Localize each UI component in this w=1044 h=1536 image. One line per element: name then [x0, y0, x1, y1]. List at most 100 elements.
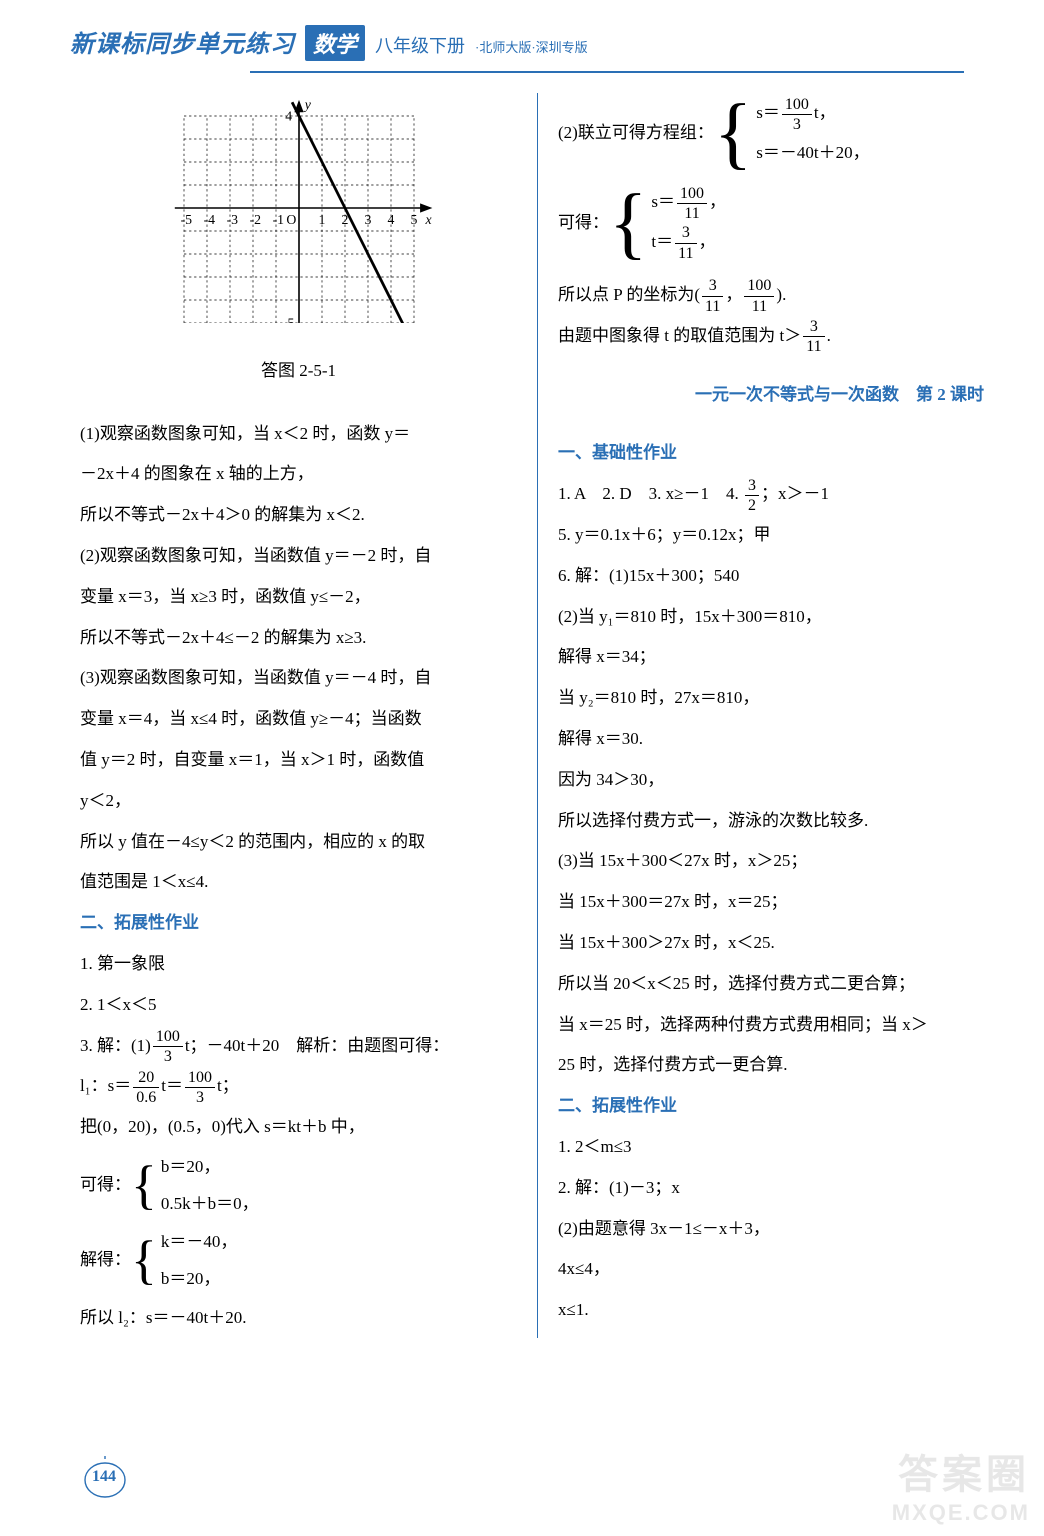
section-heading-basic: 一、基础性作业	[558, 433, 994, 474]
text-line: 6. 解：(1)15x＋300；540	[558, 556, 994, 597]
page-header: 新课标同步单元练习 数学 八年级下册 ·北师大版·深圳专版	[0, 0, 1044, 69]
text: ＝	[166, 1076, 183, 1095]
brace-icon: {	[714, 93, 752, 173]
fraction: 311	[675, 223, 696, 262]
text-line: 2. 解：(1)－3；x	[558, 1168, 994, 1209]
fraction: 1003	[185, 1068, 215, 1107]
brace-system: 可得： { b＝20， 0.5k＋b＝0，	[80, 1148, 517, 1223]
fraction: 1003	[782, 95, 812, 134]
svg-text:2: 2	[341, 212, 348, 227]
text: 可得：	[558, 203, 609, 244]
svg-text:-4: -4	[203, 212, 215, 227]
text: (2)联立可得方程组：	[558, 113, 714, 154]
svg-text:3: 3	[364, 212, 371, 227]
text-line: (2)当 y₁＝810 时，15x＋300＝810，	[558, 597, 994, 638]
text-line: 5. y＝0.1x＋6；y＝0.12x；甲	[558, 515, 994, 556]
brace-system: 解得： { k＝－40， b＝20，	[80, 1223, 517, 1298]
watermark: 答案圈 MXQE.COM	[892, 1442, 1030, 1526]
text-line: 所以 l₂：s＝－40t＋20.	[80, 1298, 517, 1339]
text-line: 解得 x＝30.	[558, 719, 994, 760]
section-heading-ext-right: 二、拓展性作业	[558, 1086, 994, 1127]
header-sub: ·北师大版·深圳专版	[475, 37, 588, 56]
text-line: 所以点 P 的坐标为(311，10011).	[558, 275, 994, 316]
text-line: 所以当 20＜x＜25 时，选择付费方式二更合算；	[558, 964, 994, 1005]
brace-system: 可得： { s＝10011， t＝311，	[558, 183, 994, 263]
text: 可得：	[80, 1165, 131, 1206]
text-line: 2. 1＜x＜5	[80, 985, 517, 1026]
brace-system: (2)联立可得方程组： { s＝1003t， s＝－40t＋20，	[558, 93, 994, 173]
text-line: t＝311，	[651, 223, 726, 263]
svg-text:O: O	[286, 212, 296, 227]
fraction: 10011	[677, 184, 707, 223]
text-line: s＝－40t＋20，	[756, 134, 869, 171]
svg-text:y: y	[302, 97, 311, 112]
text-line: 值 y＝2 时，自变量 x＝1，当 x＞1 时，函数值	[80, 740, 517, 781]
text-line: (3)当 15x＋300＜27x 时，x＞25；	[558, 841, 994, 882]
page-number: 144	[92, 1468, 116, 1486]
brace-content: s＝10011， t＝311，	[651, 183, 726, 263]
text-line: 4x≤4，	[558, 1249, 994, 1290]
text: 3. 解：(1)	[80, 1036, 151, 1055]
svg-text:5: 5	[410, 212, 417, 227]
text-line: (2)观察函数图象可知，当函数值 y＝－2 时，自	[80, 536, 517, 577]
text-line: 变量 x＝4，当 x≤4 时，函数值 y≥－4；当函数	[80, 699, 517, 740]
svg-text:4: 4	[387, 212, 394, 227]
text-line: －2x＋4 的图象在 x 轴的上方，	[80, 454, 517, 495]
header-title: 新课标同步单元练习	[70, 24, 295, 59]
text: l₁：s＝	[80, 1076, 131, 1095]
brace-icon: {	[131, 1158, 157, 1212]
brace-content: s＝1003t， s＝－40t＋20，	[756, 94, 869, 171]
text-line: 1. A 2. D 3. x≥－1 4. 32；x＞－1	[558, 474, 994, 515]
text-line: 当 15x＋300＞27x 时，x＜25.	[558, 923, 994, 964]
text-line: 当 15x＋300＝27x 时，x＝25；	[558, 882, 994, 923]
text-line: b＝20，	[161, 1148, 259, 1185]
svg-text:4: 4	[285, 109, 292, 124]
brace-icon: {	[131, 1233, 157, 1287]
text-line: s＝10011，	[651, 183, 726, 223]
svg-text:-2: -2	[249, 212, 261, 227]
text-line: 因为 34＞30，	[558, 760, 994, 801]
brace-content: b＝20， 0.5k＋b＝0，	[161, 1148, 259, 1223]
watermark-bottom: MXQE.COM	[892, 1500, 1030, 1526]
text-line: 0.5k＋b＝0，	[161, 1185, 259, 1222]
text-line: 值范围是 1＜x≤4.	[80, 862, 517, 903]
text-line: (2)由题意得 3x－1≤－x＋3，	[558, 1209, 994, 1250]
svg-text:-5: -5	[180, 212, 192, 227]
text: t；	[217, 1076, 239, 1095]
text-line: (1)观察函数图象可知，当 x＜2 时，函数 y＝	[80, 414, 517, 455]
header-subject: 数学	[305, 25, 365, 61]
svg-text:x: x	[424, 212, 432, 227]
text-line: 1. 第一象限	[80, 944, 517, 985]
text-line: 所以选择付费方式一，游泳的次数比较多.	[558, 801, 994, 842]
fraction: 311	[702, 276, 723, 315]
text-line: b＝20，	[161, 1260, 238, 1297]
text-line: l₁：s＝200.6t＝1003t；	[80, 1066, 517, 1107]
content: -5-4 -3-2 -1 O1 23 45 x y 4 -5 答图 2-5-1 …	[0, 73, 1044, 1338]
answer-graph: -5-4 -3-2 -1 O1 23 45 x y 4 -5	[159, 93, 439, 323]
graph-wrap: -5-4 -3-2 -1 O1 23 45 x y 4 -5 答图 2-5-1	[80, 93, 517, 392]
brace-content: k＝－40， b＝20，	[161, 1223, 238, 1298]
text-line: 所以不等式－2x＋4≤－2 的解集为 x≥3.	[80, 618, 517, 659]
text-line: y＜2，	[80, 781, 517, 822]
left-column: -5-4 -3-2 -1 O1 23 45 x y 4 -5 答图 2-5-1 …	[80, 93, 537, 1338]
text-line: 3. 解：(1)1003t；－40t＋20 解析：由题图可得：	[80, 1026, 517, 1067]
fraction: 311	[803, 317, 824, 356]
page-number-badge: 144	[80, 1456, 130, 1500]
header-edition: 八年级下册	[375, 32, 465, 58]
text-line: 所以 y 值在－4≤y＜2 的范围内，相应的 x 的取	[80, 822, 517, 863]
text-line: 25 时，选择付费方式一更合算.	[558, 1045, 994, 1086]
text-line: 变量 x＝3，当 x≥3 时，函数值 y≤－2，	[80, 577, 517, 618]
text-line: x≤1.	[558, 1290, 994, 1331]
fraction: 1003	[153, 1027, 183, 1066]
fraction: 200.6	[133, 1068, 159, 1107]
watermark-top: 答案圈	[892, 1442, 1030, 1500]
text: 解得：	[80, 1240, 131, 1281]
fraction: 32	[745, 476, 759, 515]
svg-text:-3: -3	[226, 212, 238, 227]
brace-icon: {	[609, 183, 647, 263]
text-line: 由题中图象得 t 的取值范围为 t＞311.	[558, 316, 994, 357]
text-line: 所以不等式－2x＋4＞0 的解集为 x＜2.	[80, 495, 517, 536]
graph-caption: 答图 2-5-1	[80, 351, 517, 392]
text: t；－40t＋20 解析：由题图可得：	[185, 1036, 449, 1055]
text-line: 当 x＝25 时，选择两种付费方式费用相同；当 x＞	[558, 1005, 994, 1046]
